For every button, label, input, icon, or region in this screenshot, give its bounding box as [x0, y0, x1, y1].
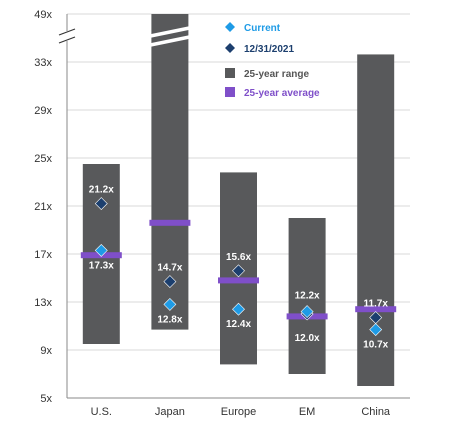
- legend-current-swatch: [225, 22, 235, 32]
- x-tick-label: China: [361, 406, 391, 418]
- y-tick-label: 5x: [40, 393, 52, 405]
- y-tick-label: 49x: [34, 9, 52, 21]
- current-marker: [300, 305, 314, 319]
- current-marker: [369, 323, 383, 337]
- y-tick-label: 33x: [34, 57, 52, 69]
- bar-break-stripe: [150, 35, 190, 47]
- x-tick-label: U.S.: [91, 406, 112, 418]
- average-mark: [218, 277, 259, 284]
- legend-average-swatch: [225, 87, 235, 97]
- y-tick-label: 9x: [40, 345, 52, 357]
- current-marker: [232, 302, 245, 316]
- axis-break-mark: [58, 36, 76, 44]
- prior-value-label: 15.6x: [226, 252, 251, 263]
- current-value-label: 17.3x: [89, 260, 114, 271]
- x-axis: U.S. Japan Europe EM China: [91, 406, 391, 418]
- current-marker: [94, 243, 108, 257]
- markers: 21.2x 17.3x 14.7x 12.8x 15.6x 12.4x 12.0x 12.2x…: [89, 185, 389, 351]
- x-tick-label: Europe: [221, 406, 256, 418]
- current-value-label: 10.7x: [363, 340, 388, 351]
- current-value-label: 12.4x: [226, 319, 251, 330]
- range-bar-china: [357, 54, 395, 387]
- y-tick-label: 17x: [34, 249, 52, 261]
- y-tick-label: 25x: [34, 153, 52, 165]
- y-axis: 5x 9x 13x 17x 21x 25x 29x 33x 49x: [34, 9, 76, 405]
- legend-range-label: 25-year range: [244, 69, 309, 80]
- current-value-label: 12.8x: [157, 314, 182, 325]
- prior-value-label: 14.7x: [157, 263, 182, 274]
- x-tick-label: EM: [299, 406, 316, 418]
- range-bar-em: [288, 218, 326, 374]
- legend: Current 12/31/2021 25-year range 25-year av…: [225, 22, 320, 99]
- prior-value-label: 12.0x: [295, 333, 320, 344]
- current-marker: [163, 297, 177, 311]
- x-tick-label: Japan: [155, 406, 185, 418]
- bar-break-stripe: [355, 35, 396, 47]
- average-mark: [355, 306, 397, 313]
- legend-prior-label: 12/31/2021: [244, 44, 294, 55]
- bar-break-stripe: [355, 26, 396, 38]
- average-mark: [149, 219, 191, 226]
- bar-break-stripe: [150, 26, 190, 38]
- prior-marker: [163, 275, 177, 289]
- legend-average-label: 25-year average: [244, 88, 320, 99]
- legend-prior-swatch: [225, 43, 235, 53]
- y-tick-label: 29x: [34, 105, 52, 117]
- prior-value-label: 21.2x: [89, 185, 114, 196]
- legend-range-swatch: [225, 68, 235, 78]
- y-tick-label: 13x: [34, 297, 52, 309]
- axis-break-gap: [59, 31, 75, 41]
- legend-current-label: Current: [244, 23, 281, 34]
- prior-value-label: 11.7x: [363, 299, 388, 310]
- prior-marker: [232, 264, 245, 278]
- axis-break-mark: [58, 28, 76, 36]
- y-tick-label: 21x: [34, 201, 52, 213]
- current-value-label: 12.2x: [295, 291, 320, 302]
- prior-marker: [94, 197, 108, 211]
